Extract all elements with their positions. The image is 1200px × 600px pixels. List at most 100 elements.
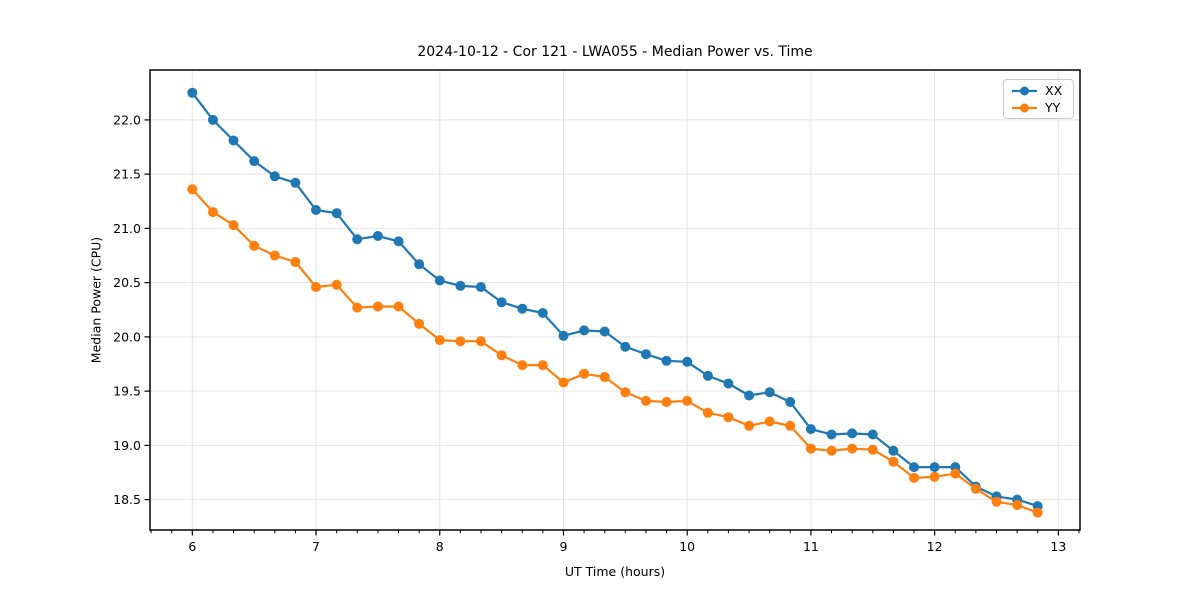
x-tick-label: 8 — [436, 539, 444, 554]
series-yy-marker — [1032, 507, 1043, 518]
series-xx-marker — [455, 280, 466, 291]
series-yy-marker — [579, 368, 590, 379]
series-yy-marker — [702, 407, 713, 418]
series-yy-marker — [620, 387, 631, 398]
series-yy-marker — [723, 412, 734, 423]
series-yy-marker — [661, 397, 672, 407]
y-tick-label: 19.0 — [113, 438, 141, 453]
series-xx-marker — [847, 428, 858, 439]
series-yy-marker — [290, 257, 301, 267]
series-xx-marker — [228, 135, 239, 146]
series-yy-marker — [867, 444, 878, 455]
series-yy-marker — [455, 336, 466, 347]
series-xx-marker — [187, 87, 198, 98]
x-tick-label: 11 — [803, 539, 819, 554]
series-xx-marker — [744, 390, 755, 401]
series-xx-marker — [208, 114, 218, 125]
legend-swatch-yy-icon — [1012, 103, 1037, 112]
series-xx-marker — [723, 378, 734, 389]
y-axis-label: Median Power (CPU) — [88, 236, 104, 364]
series-xx-marker — [372, 231, 383, 241]
y-tick-label: 20.0 — [113, 329, 141, 344]
series-yy-marker — [950, 468, 961, 479]
series-yy-marker — [558, 377, 569, 388]
series-xx-marker — [393, 236, 404, 247]
series-yy-marker — [764, 416, 775, 427]
series-yy-marker — [847, 443, 858, 454]
series-yy-marker — [744, 420, 755, 431]
x-tick-label: 6 — [188, 539, 196, 554]
series-yy-marker — [682, 395, 693, 406]
series-yy-marker — [641, 395, 651, 406]
series-yy-marker — [269, 250, 280, 261]
series-yy-marker — [434, 335, 445, 346]
series-xx-marker — [475, 282, 486, 292]
series-xx-marker — [579, 325, 590, 336]
series-xx-marker — [641, 349, 651, 360]
series-yy-marker — [991, 496, 1002, 507]
series-yy-marker — [909, 472, 919, 483]
series-xx-marker — [290, 177, 301, 188]
x-tick-label: 7 — [312, 539, 320, 554]
series-xx-marker — [682, 356, 693, 367]
series-yy-marker — [331, 279, 342, 290]
series-yy-marker — [805, 443, 816, 454]
series-yy-marker — [187, 184, 198, 195]
legend-item-yy: YY — [1011, 100, 1066, 116]
series-yy-marker — [929, 471, 940, 482]
series-xx-marker — [496, 297, 507, 308]
series-xx-marker — [311, 205, 321, 215]
series-xx-marker — [909, 462, 919, 473]
series-yy-marker — [311, 282, 321, 292]
series-xx-marker — [434, 275, 445, 286]
y-tick-label: 20.5 — [113, 275, 141, 290]
series-xx-marker — [599, 326, 610, 337]
plot-border — [149, 69, 1081, 531]
series-xx-marker — [249, 156, 260, 167]
y-tick-label: 21.5 — [113, 167, 141, 182]
series-yy-marker — [228, 220, 239, 231]
series-yy-marker — [785, 420, 796, 431]
legend: XX YY — [1003, 79, 1074, 119]
series-xx-marker — [826, 429, 837, 440]
series-yy-marker — [414, 318, 425, 329]
x-axis-label: UT Time (hours) — [564, 564, 666, 579]
x-tick-label: 10 — [679, 539, 695, 554]
series-yy-marker — [249, 240, 260, 251]
series-xx-marker — [537, 308, 548, 318]
y-tick-label: 18.5 — [113, 492, 141, 507]
series-yy-marker — [537, 360, 548, 371]
y-tick-label: 21.0 — [113, 221, 141, 236]
series-yy-marker — [826, 445, 837, 456]
x-tick-label: 13 — [1050, 539, 1066, 554]
series-xx-marker — [785, 397, 796, 407]
series-xx-marker — [661, 355, 672, 366]
y-tick-label: 22.0 — [113, 112, 141, 127]
x-tick-label: 9 — [559, 539, 567, 554]
series-yy-marker — [599, 372, 610, 382]
series-xx-marker — [517, 303, 528, 314]
series-yy-marker — [208, 207, 218, 218]
series-yy-marker — [970, 483, 981, 494]
series-xx-marker — [888, 445, 899, 456]
y-tick-label: 19.5 — [113, 384, 141, 399]
legend-label-yy: YY — [1045, 99, 1061, 115]
series-xx-marker — [269, 171, 280, 182]
series-xx-marker — [867, 429, 878, 440]
series-xx-marker — [331, 208, 342, 219]
series-yy-marker — [888, 456, 899, 467]
series-xx-marker — [929, 462, 940, 473]
series-xx-line — [191, 92, 1039, 508]
chart-title: 2024-10-12 - Cor 121 - LWA055 - Median P… — [417, 44, 813, 60]
legend-label-xx: XX — [1045, 82, 1063, 98]
series-xx-marker — [414, 259, 425, 270]
series-yy-marker — [1012, 500, 1023, 510]
series-yy-marker — [352, 302, 363, 313]
series-xx-marker — [764, 387, 775, 398]
series-xx-marker — [805, 424, 816, 435]
series-yy-marker — [393, 301, 404, 312]
series-yy-marker — [496, 350, 507, 361]
series-yy-marker — [475, 336, 486, 347]
